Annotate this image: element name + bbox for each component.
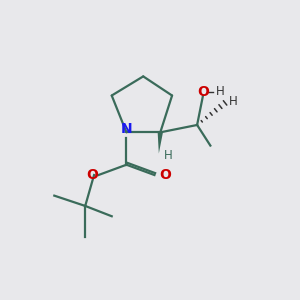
Text: O: O	[86, 168, 98, 182]
Polygon shape	[158, 132, 163, 154]
Text: O: O	[197, 85, 209, 99]
Text: H: H	[229, 95, 237, 108]
Text: H: H	[164, 148, 173, 161]
Text: O: O	[160, 168, 172, 182]
Text: N: N	[121, 122, 132, 136]
Text: H: H	[216, 85, 225, 98]
